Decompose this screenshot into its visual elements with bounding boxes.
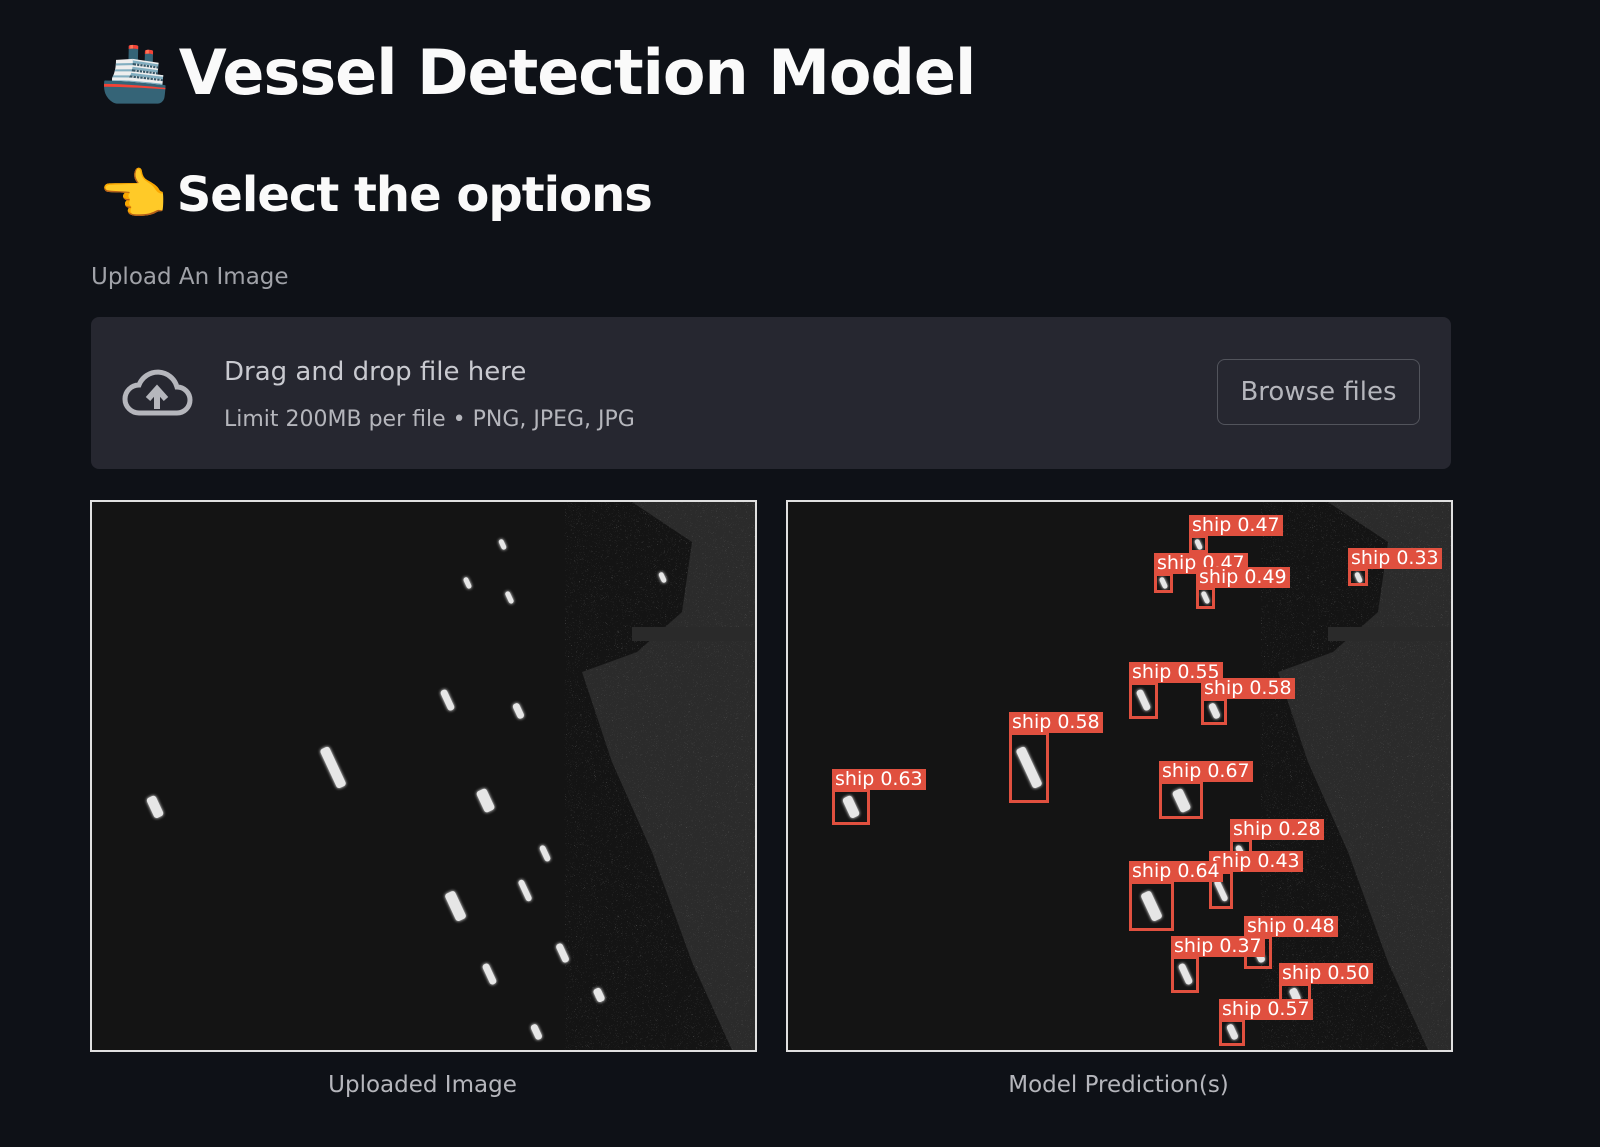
detection-box [1348,568,1368,586]
browse-files-button[interactable]: Browse files [1217,359,1420,425]
pointing-hand-icon: 👈 [98,163,168,228]
page-title-text: Vessel Detection Model [178,36,976,109]
detection-box [1201,698,1227,725]
detection-label: ship 0.50 [1279,963,1373,984]
ship-icon: 🚢 [100,40,170,106]
detection-label: ship 0.47 [1189,515,1283,536]
detection-box [1189,535,1208,553]
file-dropzone[interactable]: Drag and drop file here Limit 200MB per … [91,317,1451,469]
cloud-upload-icon [122,369,193,416]
coastline-terrain [582,502,755,1050]
detection-box [1159,781,1203,819]
detection-box [1196,587,1215,609]
detection-box [832,789,870,825]
detection-label: ship 0.49 [1196,567,1290,588]
detection-label: ship 0.63 [832,769,926,790]
section-heading-text: Select the options [176,167,653,223]
detection-label: ship 0.48 [1244,916,1338,937]
uploaded-image-caption: Uploaded Image [328,1072,517,1098]
detection-label: ship 0.64 [1129,861,1223,882]
detection-label: ship 0.57 [1219,999,1313,1020]
detection-box [1129,881,1174,931]
uploaded-image [90,500,757,1052]
detection-label: ship 0.28 [1230,819,1324,840]
dropzone-limit: Limit 200MB per file • PNG, JPEG, JPG [224,407,635,432]
detection-box [1129,682,1158,719]
coastline-terrain [1278,502,1451,1050]
detection-label: ship 0.67 [1159,761,1253,782]
dropzone-title: Drag and drop file here [224,357,527,387]
detection-box [1219,1019,1245,1046]
detection-label: ship 0.58 [1201,678,1295,699]
detection-label: ship 0.33 [1348,548,1442,569]
section-heading: 👈 Select the options [98,162,653,228]
detection-label: ship 0.37 [1171,936,1265,957]
upload-label: Upload An Image [91,264,289,290]
page-title: 🚢 Vessel Detection Model [100,36,976,109]
detection-label: ship 0.58 [1009,712,1103,733]
detection-label: ship 0.43 [1209,851,1303,872]
detection-label: ship 0.55 [1129,662,1223,683]
prediction-image-caption: Model Prediction(s) [1008,1072,1229,1098]
prediction-image: ship 0.47 ship 0.47 ship 0.49 ship 0.33 ship… [786,500,1453,1052]
detection-box [1171,956,1199,993]
detection-box [1009,732,1049,803]
detection-box [1154,573,1173,593]
